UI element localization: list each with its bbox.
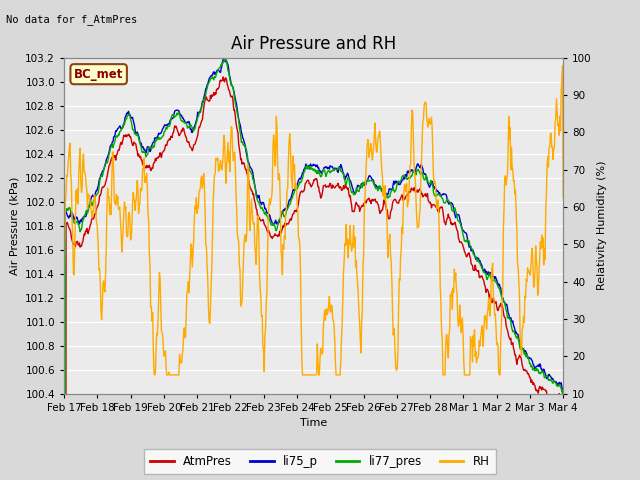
Y-axis label: Air Pressure (kPa): Air Pressure (kPa) [10,177,20,275]
Title: Air Pressure and RH: Air Pressure and RH [231,35,396,53]
Y-axis label: Relativity Humidity (%): Relativity Humidity (%) [597,161,607,290]
Text: BC_met: BC_met [74,68,124,81]
Legend: AtmPres, li75_p, li77_pres, RH: AtmPres, li75_p, li77_pres, RH [145,449,495,474]
Text: No data for f_AtmPres: No data for f_AtmPres [6,14,138,25]
X-axis label: Time: Time [300,418,327,428]
